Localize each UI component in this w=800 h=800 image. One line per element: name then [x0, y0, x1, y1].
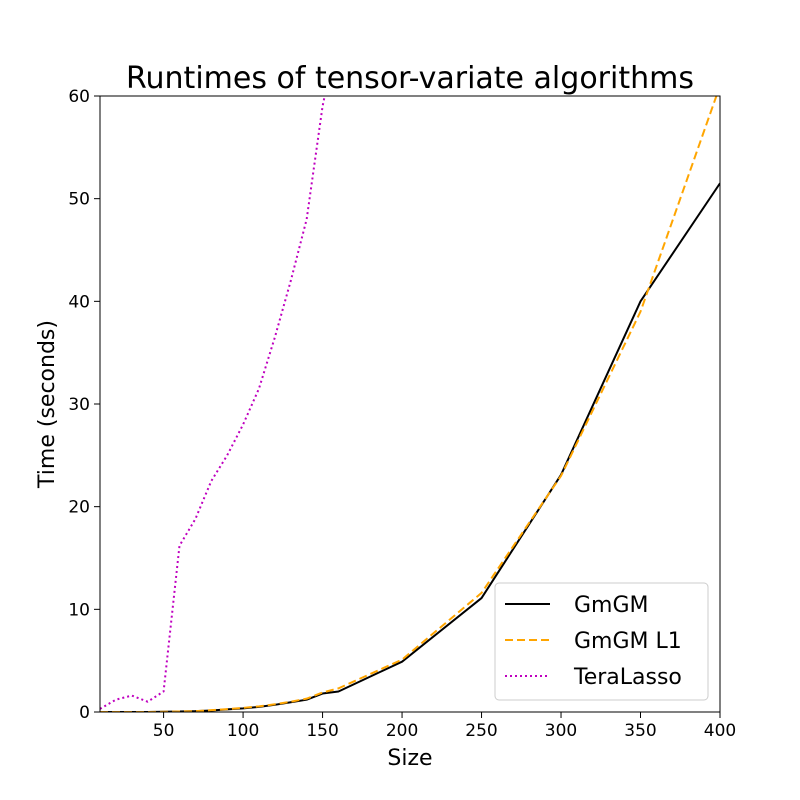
- legend: GmGM GmGM L1 TeraLasso: [494, 582, 709, 701]
- y-tick-label: 50: [68, 190, 90, 210]
- y-axis-label: Time (seconds): [35, 320, 60, 489]
- x-tick-label: 200: [386, 721, 418, 741]
- series-line-teralasso: [100, 96, 326, 710]
- y-tick-label: 30: [68, 395, 90, 415]
- legend-label: GmGM L1: [574, 629, 682, 654]
- y-tick-label: 20: [68, 498, 90, 518]
- x-tick-label: 150: [306, 721, 338, 741]
- y-tick-label: 0: [79, 703, 90, 723]
- y-tick-label: 60: [68, 87, 90, 107]
- legend-label: TeraLasso: [573, 665, 682, 690]
- x-tick-label: 100: [227, 721, 259, 741]
- y-tick-label: 40: [68, 292, 90, 312]
- x-tick-label: 300: [545, 721, 577, 741]
- y-tick-label: 10: [68, 600, 90, 620]
- legend-box: [494, 582, 709, 701]
- x-axis-label: Size: [387, 746, 432, 771]
- chart-title: Runtimes of tensor-variate algorithms: [126, 61, 694, 96]
- legend-label: GmGM: [574, 593, 649, 618]
- x-tick-label: 50: [153, 721, 175, 741]
- x-tick-label: 250: [465, 721, 497, 741]
- x-tick-label: 400: [704, 721, 736, 741]
- x-tick-label: 350: [624, 721, 656, 741]
